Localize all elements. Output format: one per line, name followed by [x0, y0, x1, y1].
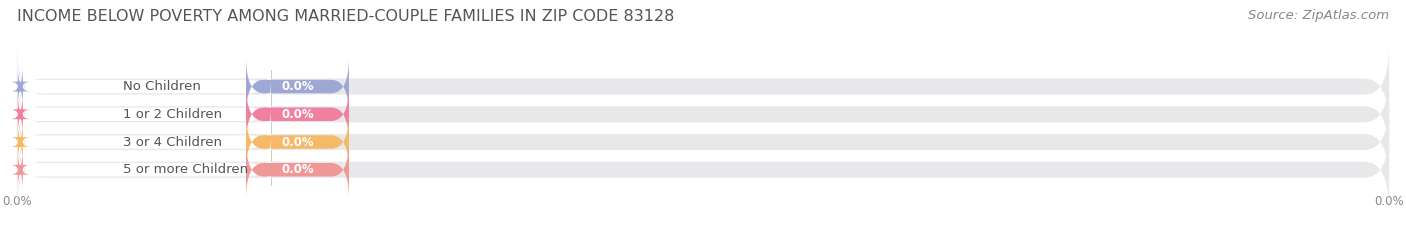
- FancyBboxPatch shape: [17, 52, 271, 121]
- FancyBboxPatch shape: [17, 135, 271, 205]
- FancyBboxPatch shape: [10, 122, 30, 162]
- Text: 1 or 2 Children: 1 or 2 Children: [124, 108, 222, 121]
- FancyBboxPatch shape: [246, 85, 349, 144]
- FancyBboxPatch shape: [17, 79, 271, 149]
- Text: 0.0%: 0.0%: [281, 136, 314, 148]
- FancyBboxPatch shape: [246, 140, 349, 199]
- Text: 0.0%: 0.0%: [281, 163, 314, 176]
- FancyBboxPatch shape: [246, 57, 349, 116]
- FancyBboxPatch shape: [17, 72, 1389, 156]
- Text: INCOME BELOW POVERTY AMONG MARRIED-COUPLE FAMILIES IN ZIP CODE 83128: INCOME BELOW POVERTY AMONG MARRIED-COUPL…: [17, 9, 675, 24]
- FancyBboxPatch shape: [10, 94, 30, 134]
- FancyBboxPatch shape: [17, 107, 271, 177]
- Text: Source: ZipAtlas.com: Source: ZipAtlas.com: [1249, 9, 1389, 22]
- FancyBboxPatch shape: [17, 45, 1389, 128]
- Text: 5 or more Children: 5 or more Children: [124, 163, 249, 176]
- Text: No Children: No Children: [124, 80, 201, 93]
- FancyBboxPatch shape: [17, 128, 1389, 212]
- Text: 0.0%: 0.0%: [281, 80, 314, 93]
- FancyBboxPatch shape: [246, 113, 349, 171]
- Text: 0.0%: 0.0%: [281, 108, 314, 121]
- FancyBboxPatch shape: [10, 150, 30, 190]
- FancyBboxPatch shape: [17, 100, 1389, 184]
- FancyBboxPatch shape: [10, 66, 30, 107]
- Text: 3 or 4 Children: 3 or 4 Children: [124, 136, 222, 148]
